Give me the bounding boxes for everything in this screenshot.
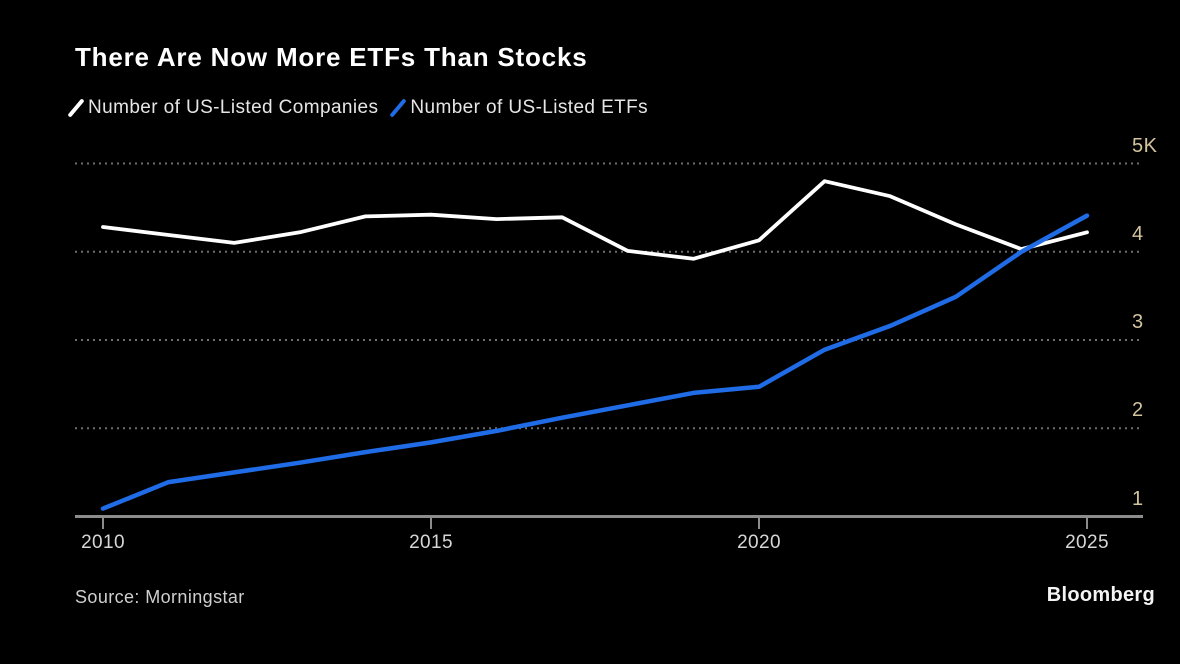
etfs-line xyxy=(100,213,1090,511)
y-axis-label-1: 1 xyxy=(1132,487,1144,510)
companies-line xyxy=(101,179,1089,261)
legend-label-companies: Number of US-Listed Companies xyxy=(88,97,379,118)
x-axis-label-2015: 2015 xyxy=(409,532,453,553)
y-axis-label-3: 3 xyxy=(1132,311,1144,333)
x-axis-label-2010: 2010 xyxy=(81,532,125,553)
y-axis-label-4: 4 xyxy=(1132,222,1144,245)
y-axis-label-2: 2 xyxy=(1132,399,1144,422)
bloomberg-logo: Bloomberg xyxy=(1046,584,1155,606)
x-axis-label-2025: 2025 xyxy=(1065,532,1109,553)
source-attribution: Source: Morningstar xyxy=(75,587,245,607)
y-axis-label-5K: 5K xyxy=(1132,134,1158,157)
chart-title: There Are Now More ETFs Than Stocks xyxy=(75,42,588,72)
legend: Number of US-Listed Companies Number of … xyxy=(67,97,649,119)
legend-item-etfs: Number of US-Listed ETFs xyxy=(389,97,649,119)
legend-item-companies: Number of US-Listed Companies xyxy=(67,97,379,119)
x-axis-label-2020: 2020 xyxy=(737,532,781,553)
legend-label-etfs: Number of US-Listed ETFs xyxy=(410,97,649,118)
